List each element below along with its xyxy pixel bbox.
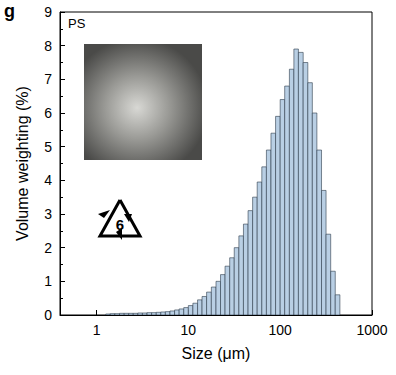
- svg-text:8: 8: [44, 38, 52, 54]
- svg-text:Volume weighting (%): Volume weighting (%): [14, 86, 31, 241]
- svg-text:6: 6: [44, 105, 52, 121]
- svg-text:1: 1: [44, 273, 52, 289]
- svg-text:100: 100: [269, 322, 293, 338]
- svg-text:Size (μm): Size (μm): [182, 345, 251, 362]
- svg-text:9: 9: [44, 4, 52, 20]
- svg-text:1000: 1000: [356, 322, 387, 338]
- svg-text:PS: PS: [68, 16, 86, 31]
- svg-text:10: 10: [181, 322, 197, 338]
- svg-text:2: 2: [44, 240, 52, 256]
- svg-text:6: 6: [116, 216, 124, 233]
- svg-text:3: 3: [44, 206, 52, 222]
- svg-text:1: 1: [93, 322, 101, 338]
- svg-text:g: g: [4, 1, 15, 21]
- svg-text:0: 0: [44, 307, 52, 323]
- svg-text:5: 5: [44, 139, 52, 155]
- svg-text:4: 4: [44, 172, 52, 188]
- svg-text:7: 7: [44, 71, 52, 87]
